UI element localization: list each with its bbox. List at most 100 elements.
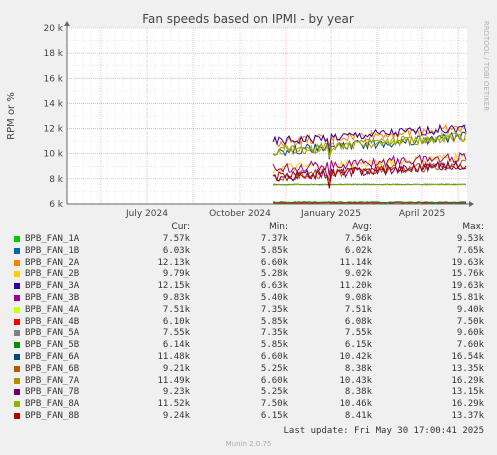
series-line-bpb-fan-7a	[272, 131, 467, 158]
legend-value-avg: 7.56k	[344, 234, 372, 244]
series-line-bpb-fan-8b	[272, 161, 467, 187]
legend-value-avg: 9.08k	[344, 293, 372, 303]
legend-value-max: 7.60k	[456, 340, 484, 351]
legend-value-cur: 9.83k	[162, 293, 190, 303]
legend-series-name: BPB_FAN_7B	[25, 387, 80, 398]
legend-value-max: 9.40k	[456, 304, 484, 315]
legend-value-cur: 7.57k	[162, 234, 190, 244]
legend-value-min: 6.15k	[260, 411, 288, 421]
legend-swatch	[14, 271, 20, 278]
legend-value-cur: 12.15k	[157, 281, 190, 292]
axes: 6 k 8 k 10 k 12 k 14 k 16 k 18 k 20 k July 2024 O…	[43, 21, 474, 219]
y-tick-label: 20 k	[43, 24, 63, 34]
legend-value-avg: 10.46k	[339, 399, 372, 410]
legend-value-avg: 11.20k	[339, 281, 372, 292]
y-tick-label: 10 k	[43, 150, 63, 160]
legend-value-max: 13.37k	[451, 411, 484, 421]
legend-row: BPB_FAN_8B 9.24k 6.15k 8.41k 13.37k	[0, 410, 497, 422]
legend-value-max: 19.63k	[451, 281, 484, 292]
legend-value-avg: 7.51k	[344, 304, 372, 315]
x-tick-label: January 2025	[300, 209, 361, 219]
legend-row: BPB_FAN_2A 12.13k 6.60k 11.14k 19.63k	[0, 257, 497, 269]
legend-swatch	[14, 342, 20, 349]
series-line-bpb-fan-5b	[272, 201, 467, 204]
legend-value-avg: 6.02k	[344, 245, 372, 256]
legend-value-avg: 11.14k	[339, 257, 372, 268]
legend-value-avg: 9.02k	[344, 269, 372, 280]
legend-swatch	[14, 365, 20, 372]
legend-value-cur: 11.49k	[157, 375, 190, 386]
legend-header-avg: Avg:	[352, 222, 372, 232]
legend-value-cur: 12.13k	[157, 257, 190, 268]
legend-value-avg: 7.55k	[344, 328, 372, 339]
legend-value-min: 7.35k	[260, 304, 288, 315]
legend-value-max: 15.76k	[451, 269, 484, 280]
y-tick-label: 16 k	[43, 74, 63, 84]
legend-value-cur: 6.03k	[162, 245, 190, 256]
legend-row: BPB_FAN_4B 6.10k 5.85k 6.08k 7.50k	[0, 316, 497, 328]
legend-row: BPB_FAN_2B 9.79k 5.28k 9.02k 15.76k	[0, 268, 497, 280]
legend-series-name: BPB_FAN_2A	[25, 257, 80, 268]
legend-swatch	[14, 236, 20, 242]
legend-header: Cur: Min: Avg: Max:	[0, 221, 497, 233]
legend-value-min: 5.28k	[260, 269, 288, 280]
legend-value-max: 19.63k	[451, 257, 484, 268]
legend-value-cur: 9.79k	[162, 269, 190, 280]
legend-row: BPB_FAN_8A 11.52k 7.50k 10.46k 16.29k	[0, 398, 497, 410]
series-line-bpb-fan-2b	[272, 152, 467, 178]
legend-series-name: BPB_FAN_8B	[25, 411, 80, 421]
x-tick-label: July 2024	[125, 209, 168, 219]
legend-swatch	[14, 401, 20, 408]
legend-value-cur: 9.24k	[162, 411, 190, 421]
legend-series-name: BPB_FAN_8A	[25, 399, 80, 410]
series-line-bpb-fan-3a	[272, 123, 467, 154]
legend-value-cur: 9.21k	[162, 363, 190, 374]
last-update: Last update: Fri May 30 17:00:41 2025	[283, 426, 484, 436]
legend-value-min: 6.60k	[260, 352, 288, 362]
legend-value-min: 6.60k	[260, 257, 288, 268]
legend-value-avg: 8.38k	[344, 363, 372, 374]
legend-value-max: 7.65k	[456, 245, 484, 256]
legend-swatch	[14, 330, 20, 337]
legend-row: BPB_FAN_4A 7.51k 7.35k 7.51k 9.40k	[0, 304, 497, 316]
y-tick-label: 8 k	[49, 175, 64, 185]
legend-value-min: 6.60k	[260, 375, 288, 386]
legend-series-name: BPB_FAN_1B	[25, 245, 80, 256]
legend-row: BPB_FAN_5A 7.55k 7.35k 7.55k 9.60k	[0, 327, 497, 339]
legend-series-name: BPB_FAN_1A	[25, 234, 80, 244]
legend-swatch	[14, 295, 20, 301]
legend-swatch	[14, 306, 20, 313]
y-tick-label: 18 k	[43, 49, 63, 59]
chart: 6 k 8 k 10 k 12 k 14 k 16 k 18 k 20 k July 2024 O…	[6, 12, 490, 219]
legend-value-avg: 8.38k	[344, 387, 372, 398]
legend-value-cur: 11.48k	[157, 352, 190, 362]
legend-series-name: BPB_FAN_4A	[25, 304, 80, 315]
chart-title: Fan speeds based on IPMI - by year	[142, 12, 354, 26]
legend-row: BPB_FAN_3A 12.15k 6.63k 11.20k 19.63k	[0, 280, 497, 292]
legend-swatch	[14, 283, 20, 290]
legend-swatch	[14, 389, 20, 396]
legend-row: BPB_FAN_6A 11.48k 6.60k 10.42k 16.54k	[0, 351, 497, 363]
legend-series-name: BPB_FAN_7A	[25, 375, 80, 386]
legend-value-cur: 9.23k	[162, 387, 190, 398]
legend-value-min: 7.50k	[260, 399, 288, 410]
legend-value-min: 5.85k	[260, 340, 288, 351]
legend-swatch	[14, 259, 20, 266]
legend-swatch	[14, 247, 20, 254]
legend-value-max: 9.60k	[456, 328, 484, 339]
legend-value-cur: 7.51k	[162, 304, 190, 315]
legend-value-max: 9.53k	[456, 234, 484, 244]
rrdtool-credit: RRDTOOL / TOBI OETIKER	[482, 21, 490, 111]
x-tick-label: April 2025	[399, 209, 445, 219]
legend-value-min: 6.63k	[260, 281, 288, 292]
legend-swatch	[14, 377, 20, 384]
legend-row: BPB_FAN_7B 9.23k 5.25k 8.38k 13.15k	[0, 386, 497, 398]
legend-series-name: BPB_FAN_5A	[25, 328, 80, 339]
legend-swatch	[14, 413, 20, 419]
legend-value-max: 7.50k	[456, 316, 484, 327]
legend-value-avg: 8.41k	[344, 411, 372, 421]
legend-value-min: 5.85k	[260, 245, 288, 256]
legend-value-cur: 6.10k	[162, 316, 190, 327]
legend-row: BPB_FAN_6B 9.21k 5.25k 8.38k 13.35k	[0, 363, 497, 375]
series-line-bpb-fan-8a	[272, 131, 467, 159]
